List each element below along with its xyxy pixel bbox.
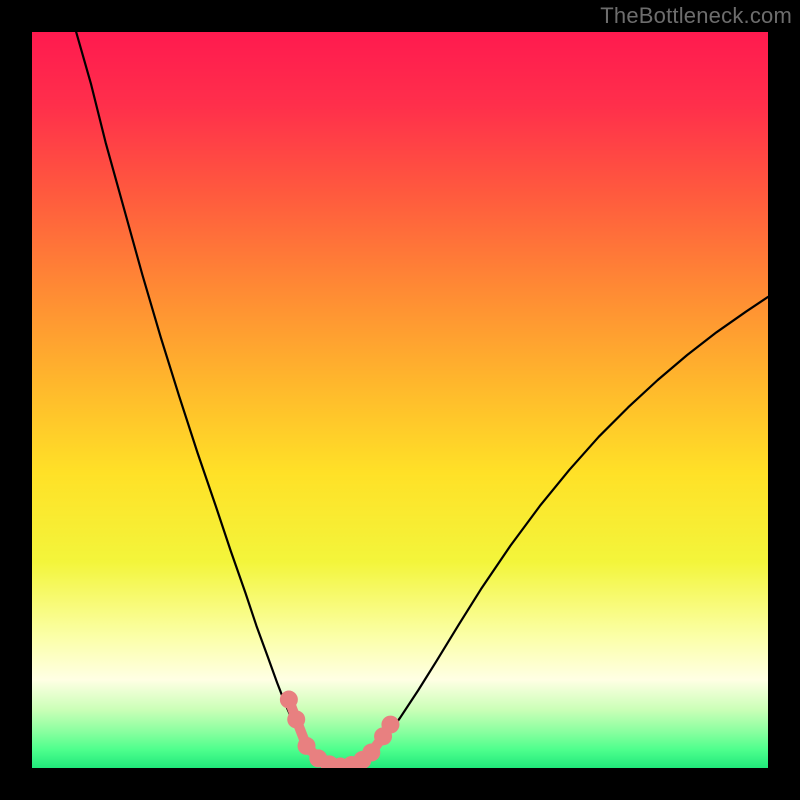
chart-container: TheBottleneck.com [0,0,800,800]
bottleneck-chart-canvas [0,0,800,800]
watermark-text: TheBottleneck.com [600,3,792,29]
